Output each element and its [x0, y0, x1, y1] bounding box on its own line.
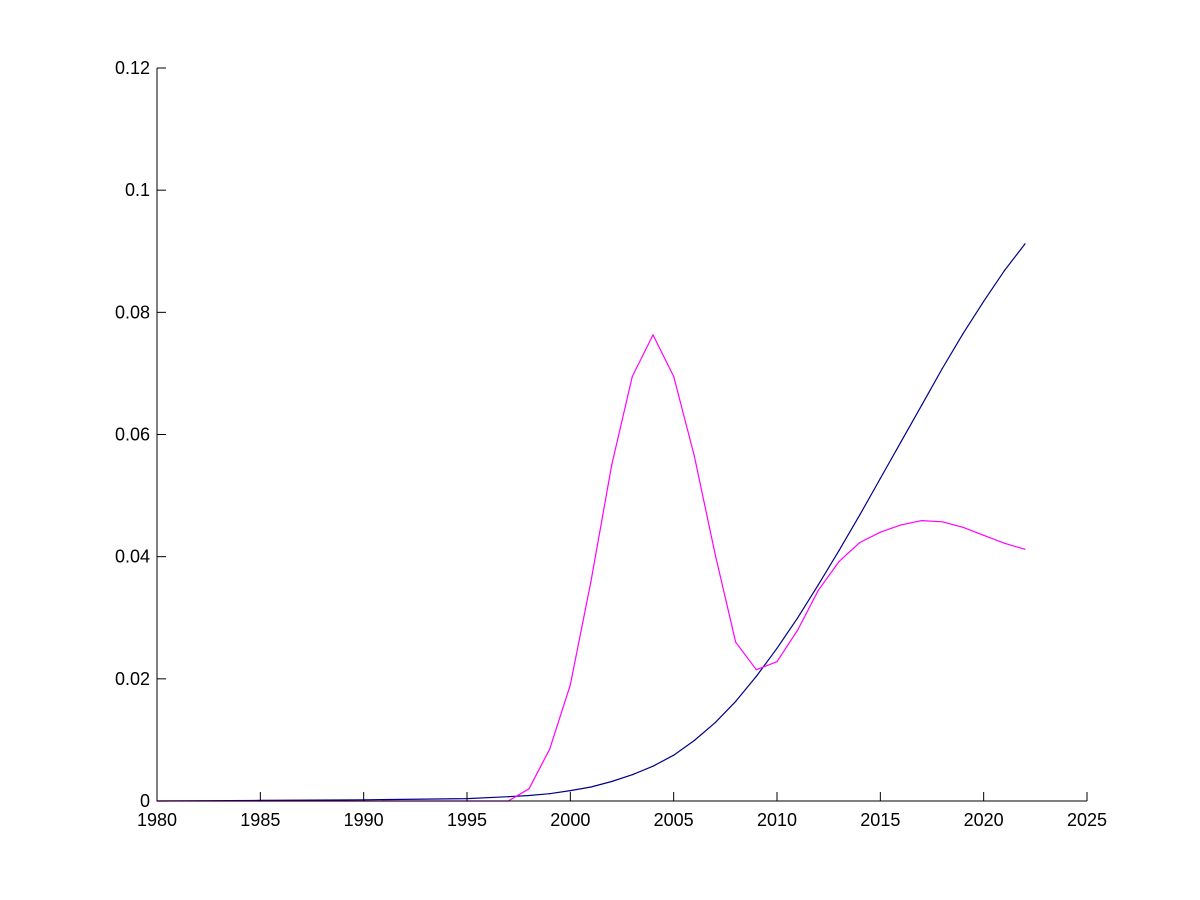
y-tick-label: 0.02	[115, 669, 150, 689]
data-point	[693, 455, 695, 457]
series-layer	[156, 243, 1026, 802]
data-point	[921, 404, 923, 406]
data-point	[673, 375, 675, 378]
data-point	[900, 524, 902, 526]
data-point	[941, 521, 943, 523]
data-point	[1024, 548, 1026, 550]
data-point	[652, 765, 654, 767]
axes	[156, 68, 1087, 802]
data-point	[735, 641, 737, 643]
data-point	[693, 739, 695, 742]
data-point	[859, 542, 861, 544]
data-point	[631, 774, 633, 776]
data-point	[879, 477, 881, 480]
x-tick-label: 1980	[137, 810, 177, 830]
x-tick-label: 1990	[344, 810, 384, 830]
y-tick-label: 0	[140, 791, 150, 811]
data-point	[673, 754, 675, 756]
data-point	[797, 629, 799, 631]
data-point	[983, 300, 985, 302]
data-point	[817, 589, 819, 591]
data-point	[528, 788, 530, 790]
data-point	[941, 367, 943, 370]
y-tick-label: 0.06	[115, 425, 150, 445]
x-tick-label: 2025	[1067, 810, 1107, 830]
data-point	[962, 526, 964, 528]
data-point	[776, 661, 778, 663]
series-1	[156, 243, 1026, 802]
data-point	[611, 780, 613, 783]
data-point	[569, 684, 571, 686]
data-point	[569, 790, 571, 792]
y-tick-label: 0.04	[115, 547, 150, 567]
data-point	[528, 794, 530, 797]
x-tick-label: 1985	[240, 810, 280, 830]
y-tick-label: 0.12	[115, 58, 150, 78]
data-point	[611, 464, 613, 466]
data-point	[921, 520, 923, 522]
data-point	[859, 514, 861, 516]
series-2	[156, 334, 1026, 802]
data-point	[755, 669, 757, 671]
x-tick-label: 2020	[964, 810, 1004, 830]
data-point	[838, 561, 840, 563]
data-point	[1003, 270, 1005, 272]
series-line-1	[156, 243, 1026, 802]
x-tick-label: 1995	[447, 810, 487, 830]
data-point	[1024, 243, 1026, 245]
data-point	[714, 722, 716, 724]
data-point	[1003, 542, 1005, 544]
series-line-2	[157, 334, 1026, 802]
x-tick-label: 2015	[860, 810, 900, 830]
x-tick-label: 2000	[550, 810, 590, 830]
data-point	[549, 748, 551, 750]
data-point	[879, 531, 881, 533]
data-point	[900, 441, 902, 443]
x-axis-ticks: 1980 1985 1990 1995 2000 2005 2010 2015 2020 2025	[137, 792, 1107, 830]
data-point	[962, 333, 964, 335]
data-point	[714, 553, 716, 555]
x-tick-label: 2005	[654, 810, 694, 830]
data-point	[590, 580, 592, 582]
data-point	[735, 700, 737, 703]
data-point	[507, 796, 509, 798]
data-point	[652, 334, 654, 336]
data-point	[983, 534, 985, 536]
data-point	[838, 550, 840, 552]
data-point	[631, 375, 633, 378]
data-point	[776, 647, 778, 649]
data-point	[549, 793, 551, 795]
data-point	[590, 786, 592, 788]
y-tick-label: 0.08	[115, 302, 150, 322]
x-tick-label: 2010	[757, 810, 797, 830]
data-point	[755, 675, 757, 678]
y-tick-label: 0.1	[125, 180, 150, 200]
data-point	[797, 617, 799, 619]
y-axis-ticks: 0 0.02 0.04 0.06 0.08 0.1 0.12	[115, 58, 166, 811]
data-point	[817, 584, 819, 586]
